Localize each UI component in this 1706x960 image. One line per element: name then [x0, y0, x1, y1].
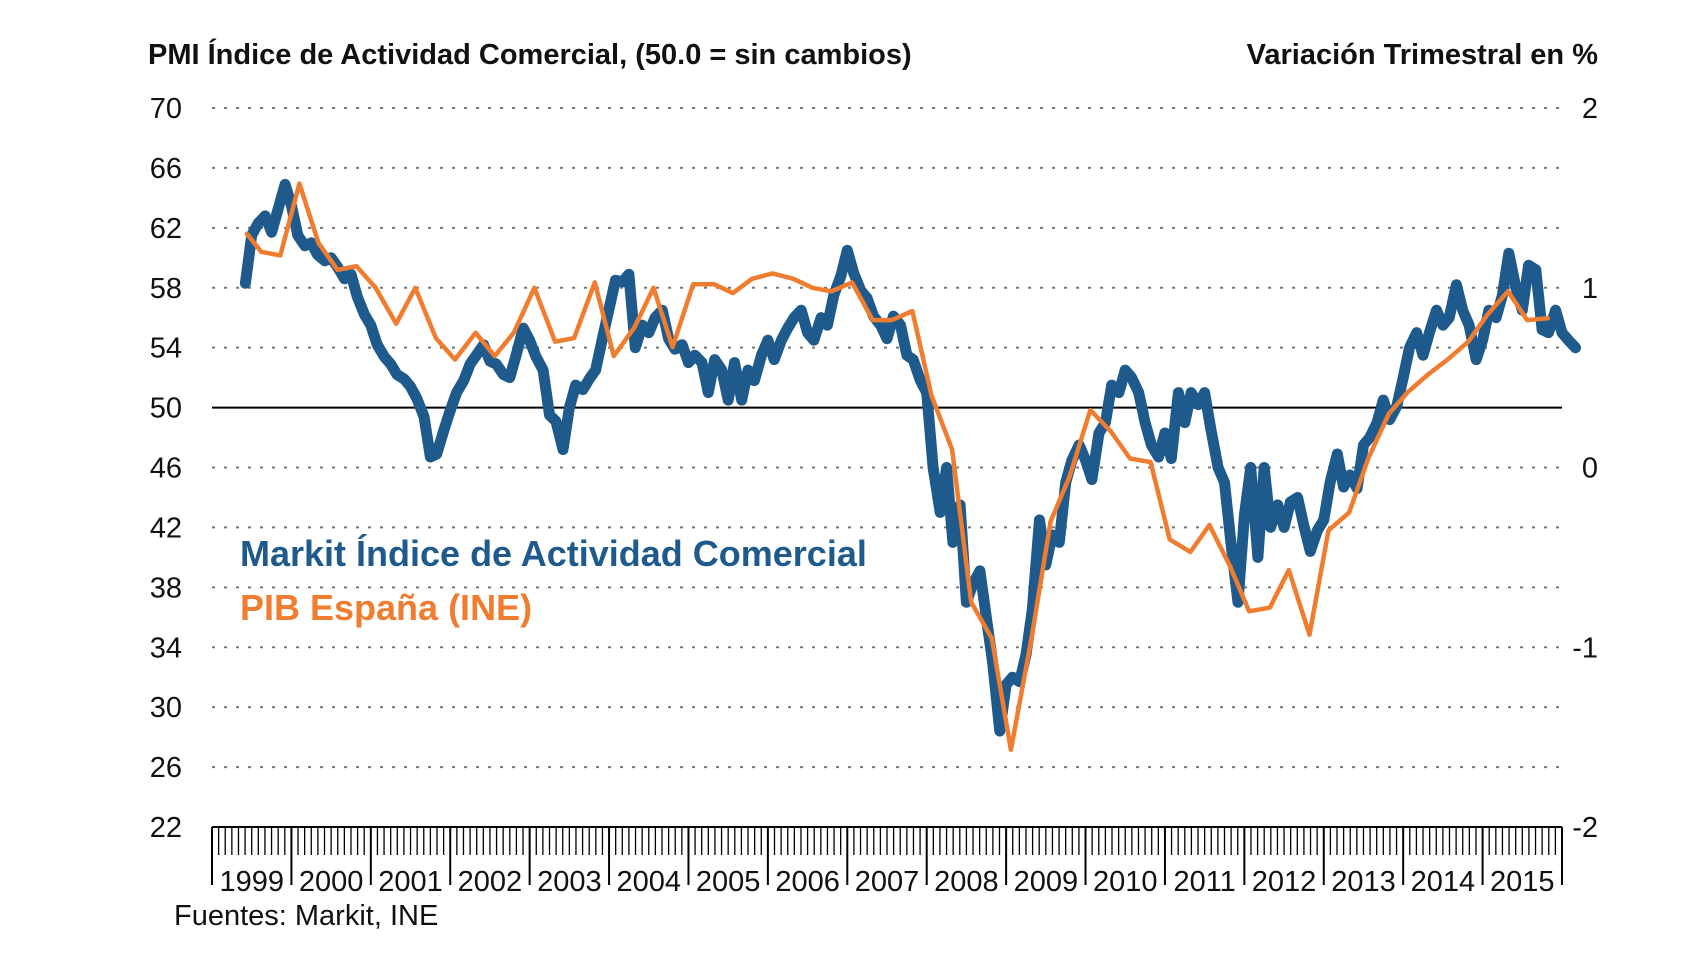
right-axis-ticks: 2 1 0 -1 -2 — [1572, 93, 1598, 844]
left-tick-label: 42 — [150, 512, 182, 544]
left-tick-label: 22 — [150, 812, 182, 844]
x-tick-label: 2002 — [458, 866, 523, 898]
x-axis: 1999 2000 2001 2002 2003 2004 2005 2006 2007 2008… — [211, 826, 1563, 898]
x-tick-label: 2009 — [1014, 866, 1079, 898]
series-lines — [239, 178, 1581, 752]
left-tick-label: 54 — [150, 333, 182, 365]
x-tick-label: 2008 — [934, 866, 999, 898]
series-line-markit — [239, 178, 1581, 737]
left-axis-ticks: 70 66 62 58 54 50 46 42 38 34 30 26 22 — [150, 93, 182, 844]
x-tick-label: 2011 — [1173, 866, 1235, 898]
gridlines — [212, 107, 1562, 769]
left-tick-label: 62 — [150, 213, 182, 245]
left-tick-label: 58 — [150, 273, 182, 305]
x-tick-label: 2006 — [775, 866, 840, 898]
legend-entry-markit: Markit Índice de Actividad Comercial — [240, 533, 867, 574]
right-tick-label: 0 — [1582, 453, 1598, 485]
source-note: Fuentes: Markit, INE — [174, 900, 438, 932]
x-tick-label: 2007 — [855, 866, 920, 898]
legend-entry-pib: PIB España (INE) — [240, 587, 532, 628]
left-tick-label: 66 — [150, 153, 182, 185]
x-tick-label: 2013 — [1331, 866, 1396, 898]
x-tick-label: 2004 — [617, 866, 682, 898]
left-tick-label: 46 — [150, 453, 182, 485]
right-tick-label: -2 — [1572, 812, 1598, 844]
left-tick-label: 34 — [150, 632, 182, 664]
right-tick-label: 1 — [1582, 273, 1598, 305]
chart-title-right: Variación Trimestral en % — [1247, 39, 1599, 71]
x-tick-label: 2005 — [696, 866, 761, 898]
right-tick-label: 2 — [1582, 93, 1598, 125]
x-tick-label: 2015 — [1490, 866, 1555, 898]
x-tick-label: 2010 — [1093, 866, 1158, 898]
chart-title-left: PMI Índice de Actividad Comercial, (50.0… — [148, 37, 912, 71]
left-tick-label: 50 — [150, 393, 182, 425]
left-tick-label: 38 — [150, 572, 182, 604]
x-tick-label: 2003 — [537, 866, 602, 898]
series-line-pib — [244, 181, 1550, 752]
right-tick-label: -1 — [1572, 632, 1598, 664]
left-tick-label: 70 — [150, 93, 182, 125]
x-tick-label: 2012 — [1252, 866, 1317, 898]
x-tick-label: 2000 — [299, 866, 364, 898]
x-tick-label: 2001 — [378, 866, 443, 898]
x-tick-label: 1999 — [219, 866, 284, 898]
x-tick-label: 2014 — [1411, 866, 1476, 898]
left-tick-label: 26 — [150, 752, 182, 784]
left-tick-label: 30 — [150, 692, 182, 724]
